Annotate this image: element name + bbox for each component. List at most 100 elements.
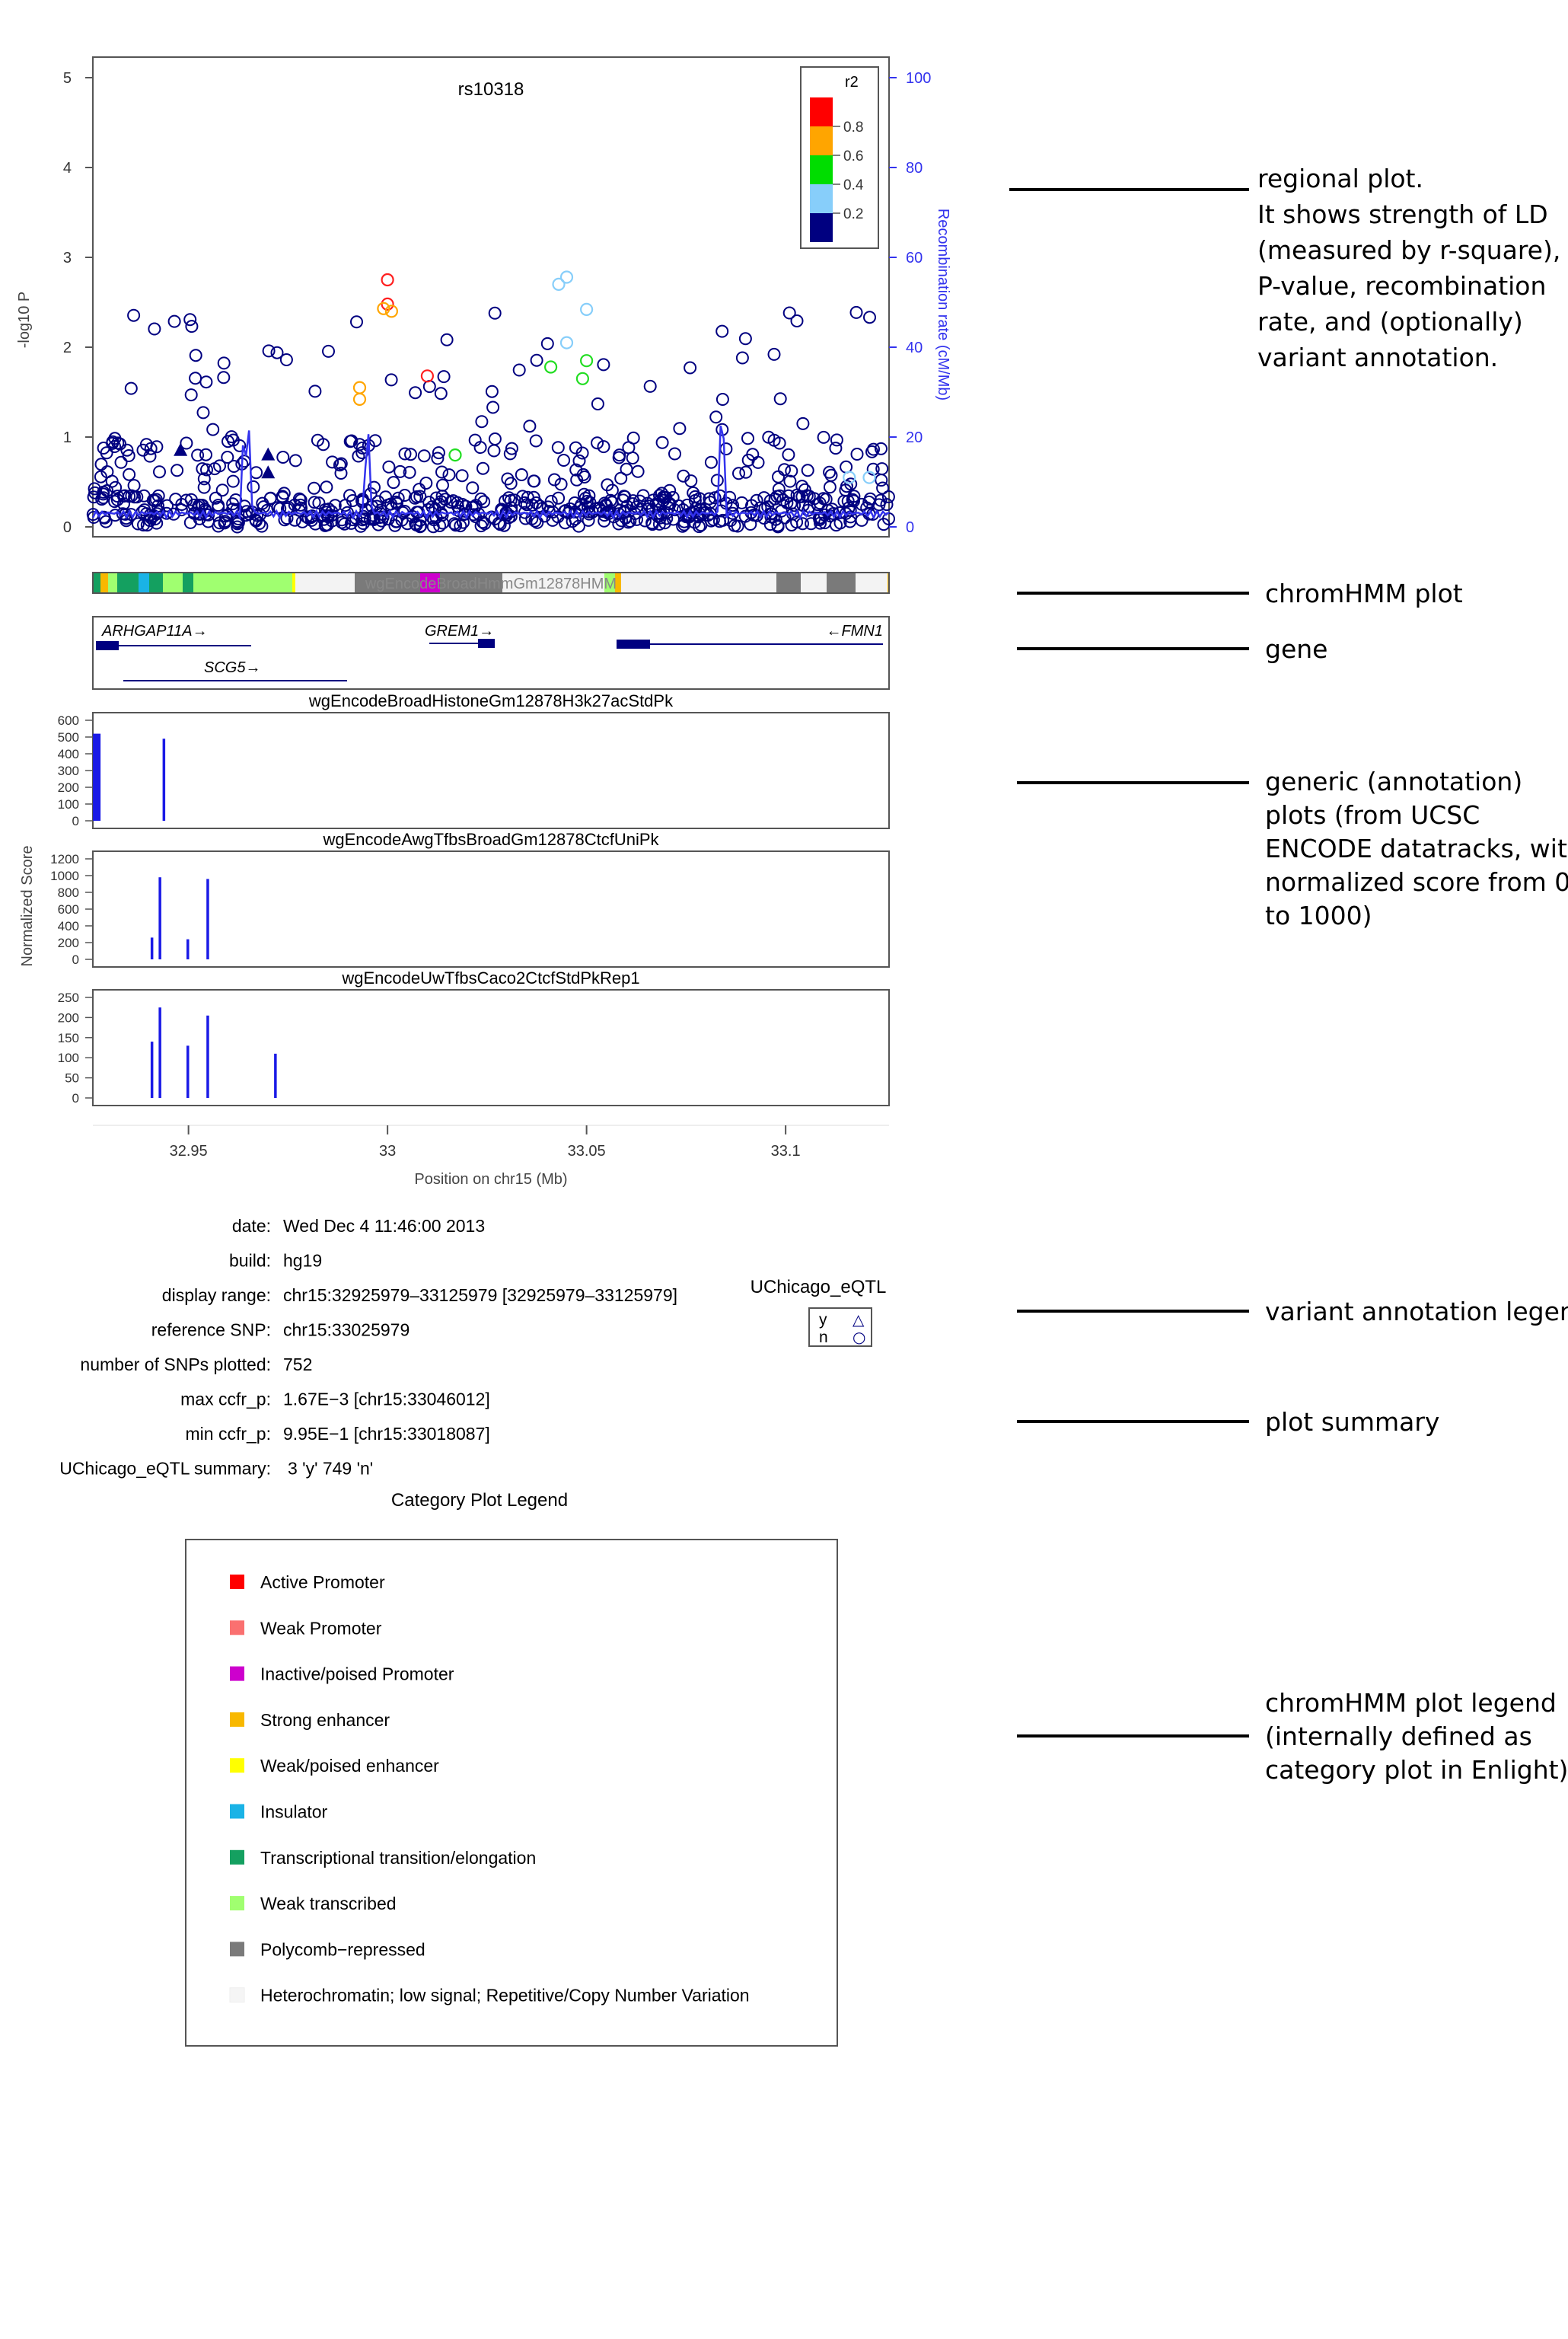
annotation-generic-line: ENCODE datatracks, with [1265,834,1568,863]
annotation-chromhmm-line: chromHMM plot [1265,579,1463,608]
ld-point [382,460,396,474]
ld-point [118,489,132,503]
summary-value: chr15:32925979–33125979 [32925979–331259… [283,1285,677,1305]
ld-point [776,493,790,507]
ld-point [279,353,293,366]
annotation-generic-line: plots (from UCSC [1265,800,1480,830]
y2-axis-tick-label: 100 [906,70,931,87]
ld-point [398,447,412,461]
track-bar [186,939,190,959]
ld-point [768,492,782,506]
ld-point-highlight [377,302,390,315]
eqtl-y-marker [261,447,276,461]
ld-point [677,469,690,483]
ld-point [150,440,164,454]
ld-point [811,498,824,512]
ld-point [335,515,349,529]
ld-point [666,490,680,504]
chromhmm-segment [378,573,420,592]
ld-point [601,478,614,492]
r2-legend-tick-label: 0.2 [843,206,863,222]
track-axis-tick-label: 800 [58,886,79,900]
chromhmm-frame [92,572,890,594]
summary-key: min ccfr_p: [186,1424,271,1444]
ld-point [557,454,571,467]
ld-point [735,351,749,365]
ld-point [503,447,517,461]
ld-point [604,493,617,507]
gene-track: ARHGAP11A→ GREM1→ ←FMN1 SCG5→ [92,616,890,690]
track-axis-tick-label: 100 [58,1051,79,1065]
ld-point [189,349,202,362]
ld-point-highlight [552,277,566,291]
ld-point [708,491,722,505]
annotation-variant-line: variant annotation legend [1265,1297,1568,1326]
ld-point [312,496,326,510]
category-legend-label: Active Promoter [260,1572,385,1592]
r2-legend: r2 0.8 0.6 0.4 0.2 [800,66,879,249]
ld-point [137,519,150,531]
chromhmm-segment [149,573,163,592]
summary-value: hg19 [283,1251,322,1271]
ld-point [253,517,266,530]
category-legend-swatch [230,1849,244,1865]
ld-point [704,514,718,528]
summary-value: 752 [283,1355,312,1374]
ld-point-highlight [559,270,574,284]
track-axis-tick-label: 600 [58,713,79,728]
ld-point [422,380,436,394]
track-axis-tick-label: 150 [58,1031,79,1045]
track-bar [158,1007,161,1098]
track-bar [150,1042,154,1098]
ld-point [767,347,781,361]
ld-point [218,515,232,528]
ld-point [127,479,141,493]
ld-point [384,373,398,387]
ld-point [704,455,718,469]
track-frame-3 [92,989,890,1106]
chromhmm-segment [776,573,801,592]
track-axis-tick-label: 600 [58,902,79,917]
ld-point [488,306,502,320]
ld-point [437,370,451,384]
ld-point [250,466,263,480]
ld-point-highlight [384,305,399,318]
ld-point [738,332,752,346]
track-bars-2 [150,877,209,959]
ld-point [446,494,460,508]
ld-point [455,469,469,483]
ld-point [684,361,697,375]
ld-point [387,476,400,490]
ld-point [326,455,339,469]
ld-point [106,435,120,448]
category-legend-swatch [230,1758,244,1773]
annotation-variant: variant annotation legend [1265,1294,1568,1329]
x-axis-tick-label: 32.95 [170,1143,208,1160]
track-axis-tick-label: 50 [65,1071,79,1086]
summary-value: chr15:33025979 [283,1320,410,1340]
eqtl-legend-symbol-y: △ [853,1310,865,1329]
ld-point [523,420,537,433]
ld-point [161,499,174,512]
eqtl-markers [174,442,276,479]
track-bars-3 [150,1007,277,1098]
ld-point [390,515,403,528]
ld-point [171,464,184,477]
ld-point [530,496,543,509]
chromhmm-segment [292,573,295,592]
category-legend-swatch [230,1712,244,1727]
ld-point [144,442,158,455]
ld-point [847,494,860,508]
category-legend-label: Polycomb−repressed [260,1939,425,1959]
ld-point [403,465,416,479]
ld-point [582,489,596,503]
ld-point [813,496,827,510]
ld-point [645,516,659,530]
ld-point [863,492,877,506]
ld-point [875,462,889,476]
category-legend-swatch [230,1575,244,1589]
ld-point [146,493,160,507]
ld-point [872,498,886,512]
ld-point [212,499,225,512]
ld-point [486,400,500,414]
